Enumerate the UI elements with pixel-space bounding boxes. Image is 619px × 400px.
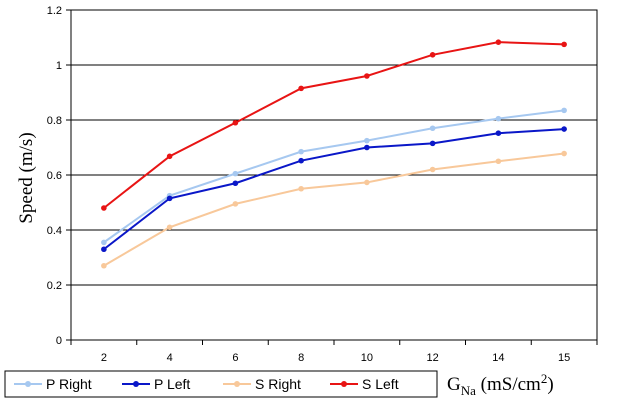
data-point — [364, 73, 370, 79]
y-tick-label: 0.8 — [47, 115, 62, 127]
y-tick-label: 0 — [56, 335, 62, 347]
legend-label: S Right — [255, 376, 301, 392]
y-tick-label: 1.2 — [47, 5, 62, 17]
data-point — [495, 115, 502, 122]
x-tick-label: 15 — [558, 352, 570, 364]
data-point — [561, 41, 567, 48]
data-point — [232, 180, 239, 187]
series-line — [103, 128, 565, 251]
data-point — [166, 195, 173, 202]
legend-entry: S Left — [330, 376, 399, 392]
legend-entry: P Right — [14, 376, 92, 392]
series-s-right — [101, 150, 567, 269]
y-tick-label: 0.6 — [47, 170, 62, 182]
series-p-left — [101, 126, 567, 253]
series-line — [103, 41, 565, 209]
legend-entry: S Right — [223, 376, 301, 392]
x-tick-label: 6 — [232, 352, 238, 364]
x-axis-label-close: ) — [547, 374, 553, 395]
data-point — [429, 166, 436, 173]
grid-lines — [71, 64, 597, 286]
data-point — [298, 148, 304, 155]
y-axis-ticks: 0 0.2 0.4 0.6 0.8 1 1.2 — [47, 5, 71, 347]
legend-swatch-marker — [25, 381, 31, 387]
data-point — [101, 262, 107, 269]
data-point — [101, 205, 107, 211]
data-point — [364, 137, 370, 144]
x-axis-ticks: 2 4 6 8 10 12 14 15 — [70, 340, 598, 364]
x-axis-label-unit: (mS/cm — [476, 374, 541, 395]
data-point — [166, 224, 173, 231]
x-axis-label-main: G — [447, 374, 461, 395]
x-tick-label: 2 — [101, 352, 107, 364]
x-tick-label: 10 — [361, 352, 373, 364]
series-s-left — [101, 39, 567, 211]
x-tick-label: 4 — [167, 352, 173, 364]
data-point — [298, 185, 304, 192]
legend-entry: P Left — [122, 376, 190, 392]
legend-box — [4, 370, 438, 398]
legend: P Right P Left S Right S Left — [4, 370, 438, 398]
legend-label: P Left — [154, 376, 190, 392]
series-line — [103, 152, 565, 267]
data-point — [561, 107, 567, 114]
data-point — [429, 140, 436, 147]
data-point — [429, 125, 436, 132]
x-axis-label: GNa (mS/cm2) — [447, 371, 554, 398]
data-point — [364, 144, 370, 151]
data-point — [495, 39, 502, 45]
legend-label: P Right — [46, 376, 92, 392]
x-tick-label: 12 — [427, 352, 439, 364]
x-tick-label: 8 — [298, 352, 304, 364]
x-axis-label-sub: Na — [461, 383, 476, 398]
series-p-right — [101, 107, 567, 246]
y-axis-label: Speed (m/s) — [16, 132, 37, 223]
legend-label: S Left — [362, 376, 399, 392]
series-line — [103, 109, 565, 244]
data-point — [561, 150, 567, 157]
data-point — [495, 158, 502, 165]
series-layer — [101, 39, 567, 269]
data-point — [101, 239, 107, 246]
x-axis-label-sup: 2 — [541, 371, 548, 386]
data-point — [232, 201, 239, 207]
legend-swatch-marker — [133, 381, 139, 387]
data-point — [232, 170, 239, 177]
data-point — [166, 153, 173, 160]
plot-area — [70, 9, 598, 341]
data-point — [561, 126, 567, 132]
data-point — [232, 119, 239, 126]
y-tick-label: 1 — [56, 60, 62, 72]
data-point — [495, 130, 502, 136]
data-point — [298, 157, 304, 164]
y-tick-label: 0.2 — [47, 280, 62, 292]
legend-swatch-marker — [341, 381, 347, 387]
legend-swatch-marker — [234, 381, 240, 387]
data-point — [298, 85, 304, 92]
data-point — [429, 52, 436, 58]
data-point — [364, 179, 370, 186]
y-tick-label: 0.4 — [47, 225, 62, 237]
data-point — [101, 246, 107, 253]
x-tick-label: 14 — [492, 352, 504, 364]
